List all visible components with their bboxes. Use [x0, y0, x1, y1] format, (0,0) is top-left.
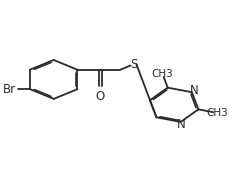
Text: Br: Br [3, 83, 16, 96]
Text: N: N [190, 84, 199, 97]
Text: O: O [95, 90, 105, 103]
Text: S: S [130, 58, 137, 71]
Text: CH3: CH3 [207, 108, 228, 118]
Text: N: N [177, 118, 186, 131]
Text: CH3: CH3 [152, 69, 174, 79]
